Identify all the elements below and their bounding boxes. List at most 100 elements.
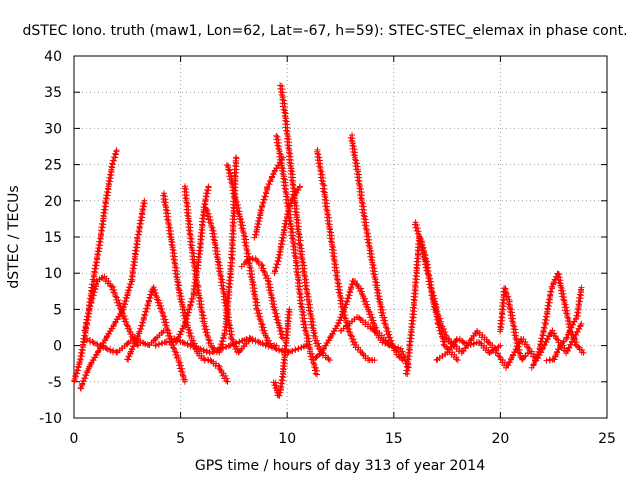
plus-marker [273,310,280,317]
plus-marker [216,346,223,353]
plus-marker [277,159,284,166]
plus-marker [168,241,175,248]
plus-marker [376,298,383,305]
plus-marker [325,356,332,363]
plus-marker [259,341,266,348]
plus-marker [228,179,235,186]
plus-marker [530,361,537,368]
data-series [271,183,303,277]
plus-marker [247,273,254,280]
plus-marker [339,311,346,318]
plus-marker [101,210,108,217]
x-tick-label: 20 [491,431,509,447]
plus-marker [228,266,235,273]
plus-marker [160,328,167,335]
plus-marker [151,337,158,344]
plus-marker [113,348,120,355]
plus-marker [249,337,256,344]
plus-marker [205,183,212,190]
plus-marker [360,203,367,210]
plus-marker [274,313,281,320]
plus-marker [556,274,563,281]
plus-marker [424,270,431,277]
plus-marker [312,370,319,377]
plus-marker [560,296,567,303]
plus-marker [357,186,364,193]
data-series [223,161,280,350]
plus-marker [203,193,210,200]
plus-marker [188,235,195,242]
plus-marker [268,175,275,182]
plus-marker [325,211,332,218]
plus-marker [335,280,342,287]
y-tick-label: 40 [44,49,62,65]
plus-marker [556,279,563,286]
plus-marker [541,325,548,332]
plus-marker [115,297,122,304]
plus-marker [233,340,240,347]
plus-marker [245,250,252,257]
plus-marker [181,378,188,385]
plus-marker [505,301,512,308]
plus-marker [162,316,169,323]
plus-marker [224,316,231,323]
plus-marker [298,254,305,261]
plus-marker [175,284,182,291]
y-tick-label: 0 [53,339,62,355]
plus-marker [206,213,213,220]
plus-marker [416,235,423,242]
plus-marker [103,195,110,202]
plus-marker [193,268,200,275]
plus-marker [508,309,515,316]
plus-marker [215,362,222,369]
plus-marker [124,322,131,329]
plus-marker [312,364,319,371]
plus-marker [329,253,336,260]
plus-marker [397,345,404,352]
plus-marker [217,271,224,278]
plus-marker [213,253,220,260]
plus-marker [399,348,406,355]
data-series [168,334,310,357]
plus-marker [355,168,362,175]
plus-marker [294,217,301,224]
data-series [411,219,457,349]
plus-marker [497,342,504,349]
plus-marker [107,347,114,354]
plus-marker [152,342,159,349]
plus-marker [255,307,262,314]
plus-marker [358,285,365,292]
plus-marker [254,299,261,306]
plus-marker [289,235,296,242]
plus-marker [183,316,190,323]
plus-marker [501,285,508,292]
plus-marker [173,273,180,280]
plus-marker [247,265,254,272]
plus-marker [113,147,120,154]
plus-marker [118,309,125,316]
plus-marker [355,177,362,184]
plus-marker [256,316,263,323]
plus-marker [417,236,424,243]
plus-marker [413,279,420,286]
plus-marker [95,348,102,355]
plus-marker [283,118,290,125]
plus-marker [364,230,371,237]
plus-marker [379,306,386,313]
plus-marker [362,225,369,232]
plus-marker [287,150,294,157]
plus-marker [230,184,237,191]
plus-marker [208,223,215,230]
plus-marker [277,325,284,332]
plus-marker [286,159,293,166]
plus-marker [359,291,366,298]
plus-marker [106,178,113,185]
plus-marker [178,293,185,300]
plus-marker [256,310,263,317]
y-tick-label: 20 [44,194,62,210]
plus-marker [279,170,286,177]
plus-marker [258,207,265,214]
plus-marker [320,188,327,195]
plus-marker [199,222,206,229]
plus-marker [414,230,421,237]
